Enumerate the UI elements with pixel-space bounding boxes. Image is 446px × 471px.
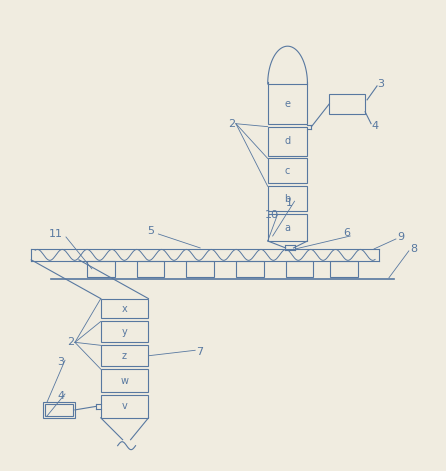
Bar — [87, 261, 115, 277]
Bar — [101, 369, 149, 392]
Bar — [101, 395, 149, 418]
Text: 2: 2 — [67, 337, 74, 347]
Text: 8: 8 — [410, 244, 417, 254]
Text: 4: 4 — [372, 121, 379, 130]
Bar — [285, 261, 314, 277]
Bar — [268, 84, 307, 124]
Text: 11: 11 — [49, 229, 63, 239]
Text: 3: 3 — [377, 79, 384, 89]
Text: a: a — [285, 223, 291, 233]
Bar — [330, 261, 358, 277]
Text: b: b — [285, 194, 291, 204]
Bar — [45, 404, 73, 416]
Text: e: e — [285, 99, 291, 109]
Bar — [268, 187, 307, 211]
Text: c: c — [285, 166, 290, 176]
Bar — [268, 214, 307, 241]
Text: v: v — [122, 401, 128, 412]
Text: 1: 1 — [286, 198, 293, 208]
Text: z: z — [122, 351, 127, 361]
Text: 9: 9 — [397, 232, 405, 242]
Text: y: y — [122, 327, 128, 337]
Text: w: w — [120, 375, 128, 386]
Bar — [101, 299, 149, 318]
Bar — [236, 261, 264, 277]
Text: d: d — [285, 136, 291, 146]
Text: 5: 5 — [147, 226, 154, 236]
Bar — [101, 345, 149, 366]
Text: 6: 6 — [344, 228, 351, 238]
Text: x: x — [122, 303, 128, 314]
Bar — [268, 158, 307, 183]
Text: 10: 10 — [264, 210, 279, 220]
Bar — [101, 322, 149, 342]
Bar — [268, 127, 307, 155]
Text: 2: 2 — [228, 119, 235, 129]
Text: 4: 4 — [58, 391, 65, 401]
Text: 7: 7 — [197, 347, 204, 357]
Bar — [186, 261, 214, 277]
Bar — [136, 261, 165, 277]
Bar — [329, 94, 365, 114]
Text: 3: 3 — [58, 357, 65, 367]
Bar — [43, 402, 75, 418]
